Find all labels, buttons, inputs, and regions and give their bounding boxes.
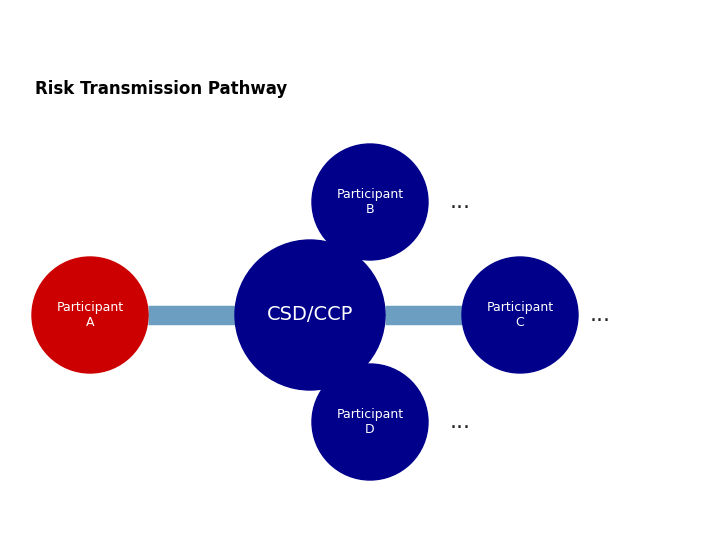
Circle shape	[32, 257, 148, 373]
Text: ...: ...	[450, 412, 471, 432]
Text: Participant
B: Participant B	[336, 188, 404, 216]
Text: Participant
D: Participant D	[336, 408, 404, 436]
Circle shape	[462, 257, 578, 373]
Text: ...: ...	[450, 192, 471, 212]
Text: Participant
A: Participant A	[56, 301, 124, 329]
Text: Risk Transmission Pathway: Risk Transmission Pathway	[35, 80, 287, 98]
Text: China Securities Depository and Clearing Corporation Limited: China Securities Depository and Clearing…	[490, 528, 706, 534]
Text: Clearing and Settlement Risks Brought by Trading Bust: Clearing and Settlement Risks Brought by…	[29, 30, 546, 50]
Text: CSD/CCP: CSD/CCP	[267, 306, 354, 325]
Circle shape	[312, 144, 428, 260]
Circle shape	[312, 364, 428, 480]
Text: Participant
C: Participant C	[487, 301, 554, 329]
Circle shape	[235, 240, 385, 390]
Text: ...: ...	[590, 305, 611, 325]
